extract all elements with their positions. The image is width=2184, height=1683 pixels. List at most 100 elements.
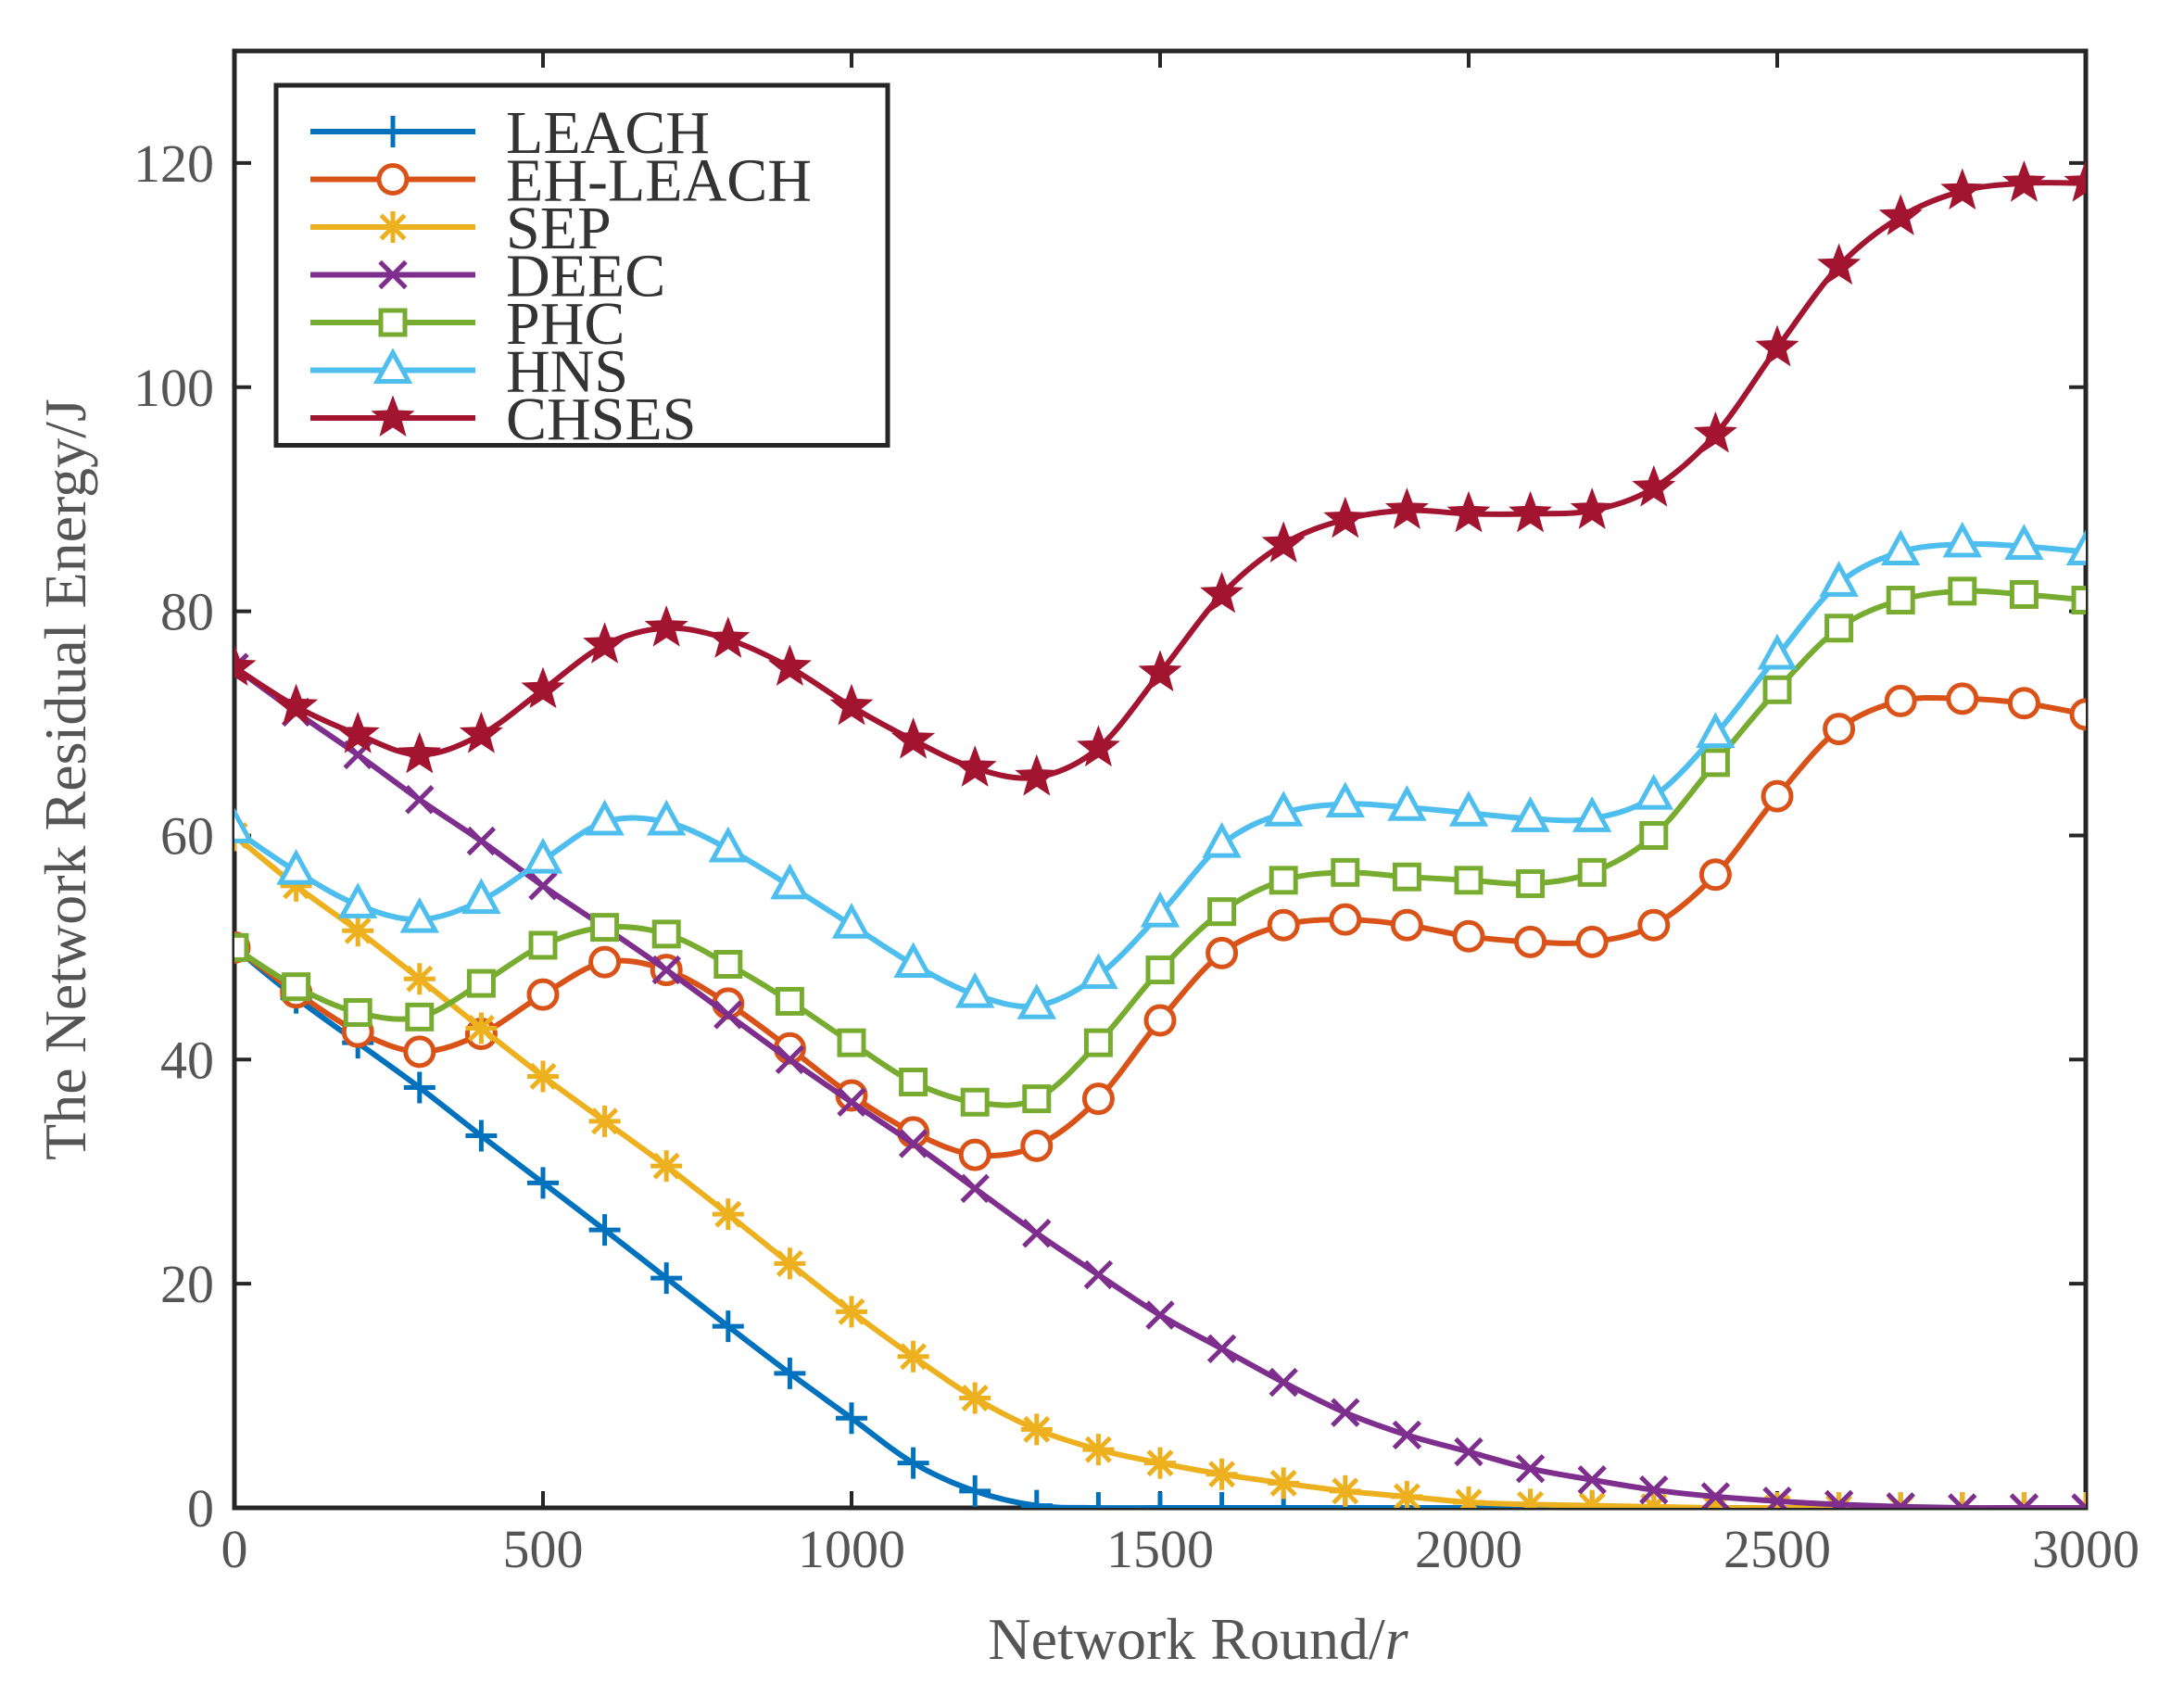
legend-marker-hns — [372, 348, 413, 384]
data-point-leach-300 — [403, 1071, 436, 1104]
x-axis-label-var: r — [1385, 1606, 1409, 1672]
data-point-deec-2100 — [1515, 1453, 1546, 1484]
data-point-phc-0 — [234, 932, 249, 962]
data-point-leach-400 — [465, 1120, 498, 1152]
series-hns — [234, 521, 2086, 1019]
data-point-deec-2800 — [1948, 1493, 1977, 1508]
data-point-deec-700 — [651, 955, 681, 985]
series-phc — [234, 576, 2086, 1117]
legend-label-phc: PHC — [506, 290, 625, 358]
data-point-deec-1100 — [898, 1129, 928, 1158]
x-tick-label-1000: 1000 — [798, 1519, 905, 1579]
data-point-phc-800 — [713, 950, 743, 980]
series-line-leach — [234, 945, 2086, 1508]
data-point-deec-2400 — [1700, 1482, 1731, 1508]
data-point-hns-2400 — [1696, 712, 1736, 749]
data-point-chses-1900 — [1384, 487, 1429, 529]
data-point-leach-700 — [650, 1262, 683, 1295]
data-point-eh-leach-2700 — [1884, 684, 1917, 717]
data-point-hns-2500 — [1757, 633, 1798, 670]
data-point-chses-2500 — [1755, 324, 1799, 367]
data-point-deec-800 — [713, 1000, 743, 1030]
data-point-sep-500 — [527, 1060, 559, 1093]
data-point-hns-2300 — [1634, 773, 1674, 810]
data-point-eh-leach-2100 — [1514, 925, 1547, 958]
data-point-deec-2600 — [1824, 1489, 1854, 1508]
data-point-hns-200 — [337, 882, 378, 918]
data-point-deec-1000 — [837, 1087, 866, 1117]
data-point-leach-1200 — [959, 1474, 991, 1507]
data-point-hns-1300 — [1016, 983, 1057, 1019]
data-point-hns-1500 — [1140, 891, 1180, 928]
x-axis-label-text: Network Round/ — [988, 1606, 1385, 1672]
data-point-phc-2100 — [1516, 868, 1546, 898]
data-point-sep-700 — [650, 1150, 683, 1183]
data-point-eh-leach-600 — [588, 945, 622, 979]
series-sep — [234, 819, 2086, 1508]
axis-ticks: 0 500 1000 1500 2000 2500 3000 0 20 40 60 80 100 120 — [133, 51, 2140, 1579]
data-point-sep-300 — [403, 963, 436, 995]
data-point-leach-1100 — [897, 1447, 929, 1479]
data-point-sep-1400 — [1082, 1434, 1115, 1466]
legend-label-eh-leach: EH-LEACH — [506, 147, 812, 215]
data-point-hns-2600 — [1819, 561, 1859, 597]
data-point-sep-1600 — [1206, 1458, 1238, 1490]
series-layer — [234, 160, 2086, 1508]
legend-label-hns: HNS — [506, 338, 628, 406]
data-point-eh-leach-1900 — [1390, 908, 1423, 942]
legend-marker-leach — [377, 116, 409, 147]
y-axis-label: The Network Residual Energy/J — [32, 399, 98, 1160]
data-point-sep-900 — [774, 1247, 806, 1280]
legend-marker-deec — [378, 259, 408, 290]
data-point-sep-1900 — [1391, 1480, 1423, 1508]
data-point-sep-2000 — [1453, 1486, 1484, 1508]
data-point-phc-2000 — [1454, 866, 1483, 895]
data-point-sep-1800 — [1329, 1474, 1361, 1507]
data-point-chses-1600 — [1200, 571, 1244, 614]
legend-box — [273, 82, 890, 448]
legend-marker-eh-leach — [376, 163, 410, 196]
legend-marker-chses — [371, 395, 415, 437]
data-point-hns-2900 — [2004, 524, 2044, 560]
data-point-hns-2800 — [1942, 521, 1983, 558]
data-point-deec-400 — [466, 826, 497, 856]
data-point-phc-2900 — [2009, 579, 2039, 609]
legend-item-eh-leach: EH-LEACH — [310, 147, 812, 215]
data-point-hns-1700 — [1263, 791, 1304, 827]
data-point-hns-100 — [276, 848, 316, 885]
data-point-phc-1800 — [1331, 857, 1360, 887]
legend-label-deec: DEEC — [506, 243, 665, 310]
data-point-chses-1000 — [829, 683, 874, 726]
legend-label-leach: LEACH — [506, 99, 710, 167]
y-tick-label-120: 120 — [133, 133, 214, 194]
data-point-hns-0 — [234, 807, 255, 843]
data-point-sep-100 — [280, 869, 312, 902]
data-point-hns-1900 — [1387, 785, 1427, 821]
data-point-sep-400 — [465, 1012, 498, 1044]
legend-item-hns: HNS — [310, 338, 628, 406]
data-point-hns-400 — [461, 878, 501, 915]
data-point-hns-700 — [646, 799, 687, 836]
data-point-eh-leach-1300 — [1020, 1129, 1054, 1162]
y-tick-label-40: 40 — [160, 1030, 214, 1090]
legend-label-chses: CHSES — [506, 386, 696, 453]
x-tick-label-3000: 3000 — [2032, 1519, 2140, 1579]
data-point-chses-2800 — [1940, 168, 1985, 210]
data-point-chses-2900 — [2001, 160, 2046, 202]
data-point-eh-leach-1700 — [1267, 908, 1300, 942]
data-point-deec-1600 — [1206, 1334, 1237, 1363]
y-tick-label-20: 20 — [160, 1254, 214, 1314]
data-point-hns-1000 — [831, 903, 872, 939]
data-point-chses-900 — [767, 644, 812, 686]
data-point-hns-1100 — [893, 942, 933, 979]
x-tick-label-1500: 1500 — [1106, 1519, 1214, 1579]
data-point-leach-1500 — [1144, 1492, 1176, 1508]
data-point-chses-2300 — [1632, 464, 1676, 507]
data-point-eh-leach-1200 — [958, 1138, 991, 1171]
data-point-eh-leach-2500 — [1761, 779, 1794, 813]
data-point-chses-1200 — [953, 745, 997, 787]
data-point-phc-2700 — [1886, 586, 1915, 615]
data-point-deec-300 — [405, 785, 435, 815]
data-point-chses-2600 — [1817, 243, 1862, 285]
